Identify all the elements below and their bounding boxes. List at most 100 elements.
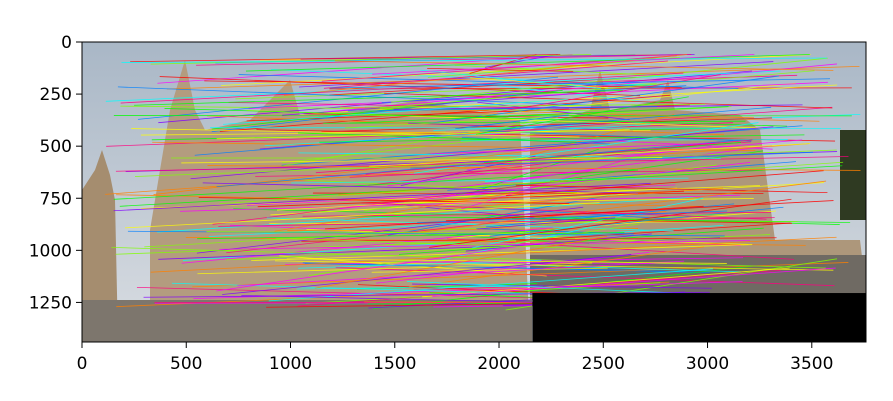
- match-line: [321, 117, 773, 133]
- match-line: [266, 217, 674, 232]
- match-line: [454, 64, 669, 77]
- match-line: [286, 258, 727, 264]
- match-line: [150, 54, 592, 65]
- match-line: [431, 111, 820, 122]
- match-line: [120, 72, 684, 104]
- match-line: [131, 128, 580, 138]
- match-line: [245, 54, 810, 72]
- tower-left: [82, 150, 118, 340]
- match-line: [281, 125, 803, 166]
- match-line: [298, 259, 542, 269]
- match-line: [274, 188, 537, 232]
- match-line: [412, 283, 712, 289]
- match-line: [238, 74, 739, 89]
- match-line: [237, 260, 685, 287]
- match-line: [164, 108, 788, 127]
- match-line: [477, 217, 616, 230]
- plot-frame: [81, 41, 867, 343]
- match-line: [134, 89, 623, 106]
- match-line: [150, 236, 837, 273]
- match-line: [371, 267, 608, 273]
- y-tick-label: 1000: [29, 241, 72, 261]
- match-line: [206, 231, 556, 234]
- black-region: [532, 293, 866, 342]
- match-line: [329, 87, 852, 90]
- tree-right: [840, 130, 866, 220]
- match-line: [274, 260, 834, 271]
- match-line: [445, 200, 834, 222]
- match-line: [453, 145, 773, 189]
- match-line: [346, 215, 851, 223]
- match-line: [219, 161, 844, 205]
- x-tick-label: 2500: [582, 354, 625, 374]
- match-line: [276, 187, 678, 211]
- match-line: [225, 234, 771, 261]
- y-axis: 0 250 500 750 1000 1250: [29, 33, 82, 313]
- match-line: [287, 228, 639, 231]
- match-line: [251, 244, 753, 261]
- match-line: [477, 101, 630, 121]
- match-line: [379, 70, 815, 109]
- match-line: [113, 182, 651, 212]
- match-line: [372, 54, 755, 75]
- match-line: [334, 60, 834, 71]
- x-axis: 0 500 1000 1500 2000 2500 3000 3500: [77, 342, 833, 374]
- match-line: [512, 218, 792, 224]
- match-line: [344, 106, 732, 129]
- match-line: [218, 217, 775, 227]
- y-tick-label: 250: [40, 85, 72, 105]
- match-line: [429, 198, 792, 248]
- match-line: [309, 223, 640, 276]
- x-tick-label: 2000: [477, 354, 520, 374]
- match-line: [196, 206, 584, 254]
- y-tick-label: 750: [40, 189, 72, 209]
- match-line: [115, 237, 576, 255]
- match-line: [484, 180, 551, 183]
- match-line: [207, 165, 861, 171]
- match-line: [369, 143, 811, 167]
- match-line: [270, 182, 825, 216]
- match-line: [430, 142, 716, 155]
- match-line: [256, 129, 836, 142]
- match-line: [228, 102, 569, 109]
- match-line: [137, 76, 559, 120]
- match-line: [216, 240, 557, 292]
- match-line: [198, 197, 570, 204]
- match-line: [275, 237, 592, 250]
- match-line: [470, 77, 608, 89]
- match-line: [124, 202, 600, 229]
- match-line: [323, 60, 668, 89]
- match-line: [489, 206, 784, 237]
- match-line: [291, 177, 689, 184]
- match-line: [349, 106, 729, 124]
- match-line: [404, 198, 754, 204]
- match-line: [153, 149, 538, 195]
- match-line: [410, 151, 813, 169]
- match-line: [387, 146, 712, 187]
- match-line: [202, 182, 639, 194]
- photo-area: [82, 42, 866, 342]
- match-line: [323, 63, 838, 113]
- match-line: [257, 190, 684, 208]
- match-line: [330, 78, 830, 89]
- match-line: [409, 246, 705, 288]
- match-line: [192, 262, 849, 288]
- match-line: [475, 96, 689, 135]
- match-line: [427, 67, 574, 72]
- match-line: [393, 104, 803, 110]
- match-line: [255, 169, 763, 177]
- match-line: [511, 74, 798, 86]
- match-line: [417, 210, 728, 224]
- match-line: [298, 61, 774, 88]
- match-line: [210, 127, 841, 129]
- y-tick-label: 1250: [29, 293, 72, 313]
- match-line: [180, 194, 741, 212]
- match-line: [241, 294, 543, 303]
- x-tick-label: 3000: [686, 354, 729, 374]
- match-line: [484, 54, 558, 68]
- match-line: [361, 202, 767, 220]
- match-line: [347, 106, 658, 112]
- y-tick-label: 0: [61, 33, 72, 53]
- match-line: [304, 263, 666, 272]
